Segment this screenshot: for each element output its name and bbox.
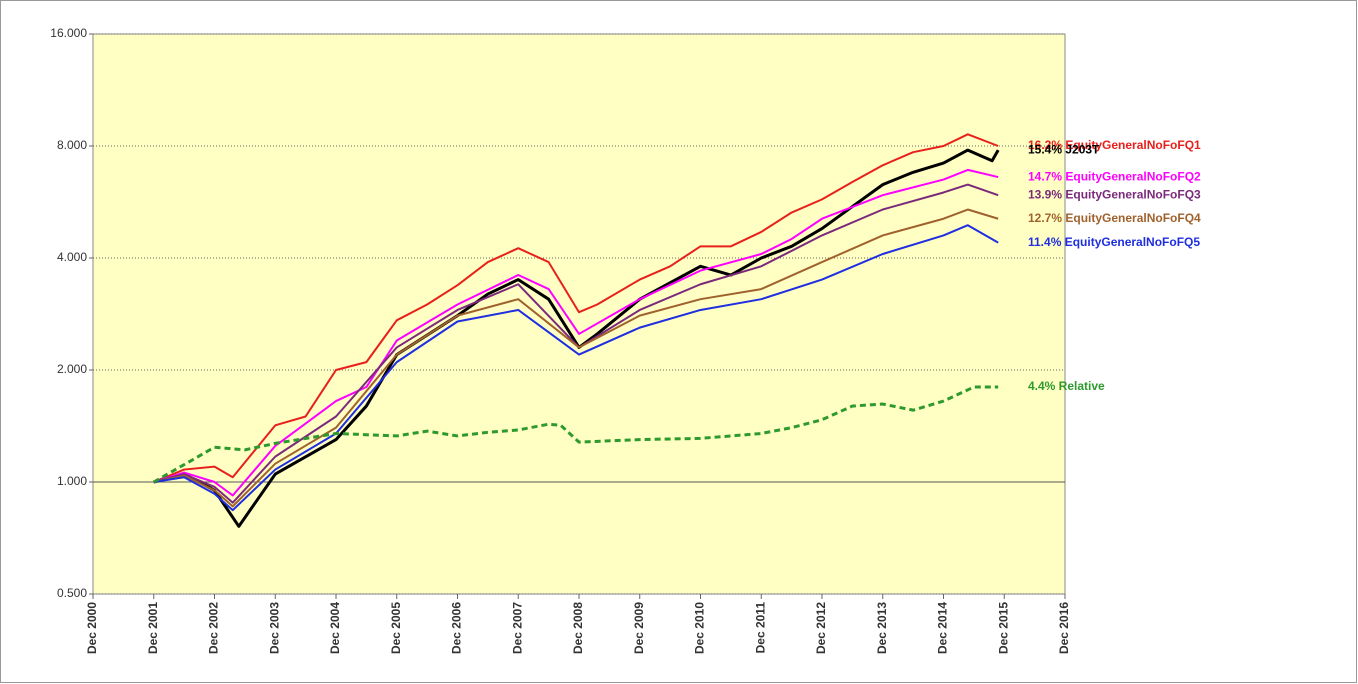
x-tick-label: Dec 2004 [328,602,342,654]
x-tick-label: Dec 2003 [267,602,281,654]
x-tick-label: Dec 2015 [996,602,1010,654]
series-label: 12.7% EquityGeneralNoFoFQ4 [1028,211,1201,225]
series-line [153,208,999,508]
y-tick-label: 16.000 [50,26,87,40]
x-tick-label: Dec 2016 [1057,602,1071,654]
x-tick-label: Dec 2013 [875,602,889,654]
x-tick-label: Dec 2005 [389,602,403,654]
x-tick-label: Dec 2000 [85,602,99,654]
x-tick-label: Dec 2010 [693,602,707,654]
series-line [153,168,999,497]
plot-area [92,33,1066,595]
x-tick-label: Dec 2008 [571,602,585,654]
x-tick-label: Dec 2006 [450,602,464,654]
series-line [153,385,999,484]
x-tick-label: Dec 2001 [146,602,160,654]
series-label: 16.2% EquityGeneralNoFoFQ1 [1028,138,1201,152]
y-tick-label: 2.000 [57,362,87,376]
x-tick-label: Dec 2002 [207,602,221,654]
series-line [153,224,999,512]
x-tick-label: Dec 2012 [814,602,828,654]
series-line [153,148,1000,528]
series-label: 13.9% EquityGeneralNoFoFQ3 [1028,187,1201,201]
y-tick-label: 4.000 [57,250,87,264]
x-tick-label: Dec 2014 [936,602,950,654]
series-label: 15.4% J203T [1028,142,1100,156]
series-line [153,133,999,483]
series-label: 14.7% EquityGeneralNoFoFQ2 [1028,169,1201,183]
y-tick-label: 0.500 [57,586,87,600]
series-label: 4.4% Relative [1028,379,1105,393]
x-tick-label: Dec 2007 [510,602,524,654]
x-tick-label: Dec 2009 [632,602,646,654]
y-tick-label: 8.000 [57,138,87,152]
y-tick-label: 1.000 [57,474,87,488]
x-tick-label: Dec 2011 [753,602,767,654]
series-label: 11.4% EquityGeneralNoFoFQ5 [1028,235,1200,249]
series-line [153,183,999,504]
